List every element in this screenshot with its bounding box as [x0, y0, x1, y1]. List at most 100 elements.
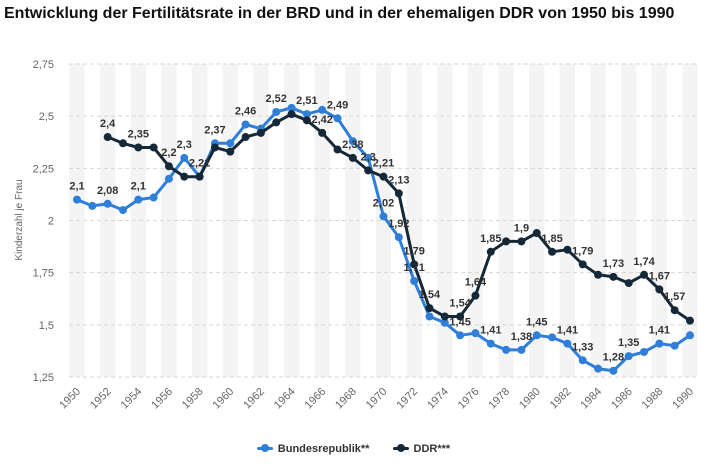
data-point[interactable]: [440, 318, 449, 327]
y-tick-label: 1,75: [33, 268, 54, 280]
data-point[interactable]: [318, 105, 327, 114]
data-point[interactable]: [486, 339, 495, 348]
data-point[interactable]: [578, 356, 587, 365]
data-point[interactable]: [456, 312, 465, 321]
data-point[interactable]: [333, 114, 342, 123]
data-point[interactable]: [256, 128, 265, 137]
data-point[interactable]: [164, 174, 173, 183]
data-point[interactable]: [241, 133, 250, 142]
data-label: 1,57: [664, 291, 685, 303]
data-point[interactable]: [103, 133, 112, 142]
data-point[interactable]: [226, 147, 235, 156]
y-tick-label: 1,5: [39, 320, 54, 332]
data-point[interactable]: [486, 247, 495, 256]
data-point[interactable]: [180, 153, 189, 162]
data-point[interactable]: [594, 364, 603, 373]
data-point[interactable]: [379, 212, 388, 221]
data-point[interactable]: [456, 331, 465, 340]
data-point[interactable]: [287, 110, 296, 119]
data-point[interactable]: [195, 172, 204, 181]
y-tick-label: 2,25: [33, 163, 54, 175]
data-point[interactable]: [272, 107, 281, 116]
series-lines: [73, 103, 694, 375]
data-point[interactable]: [103, 199, 112, 208]
data-point[interactable]: [517, 237, 526, 246]
data-point[interactable]: [609, 272, 618, 281]
data-point[interactable]: [502, 345, 511, 354]
data-point[interactable]: [226, 139, 235, 148]
data-point[interactable]: [563, 339, 572, 348]
data-label: 1,64: [465, 277, 487, 289]
data-point[interactable]: [517, 345, 526, 354]
data-point[interactable]: [149, 193, 158, 202]
data-point[interactable]: [670, 306, 679, 315]
data-point[interactable]: [686, 331, 694, 340]
data-point[interactable]: [640, 270, 649, 279]
column-band: [621, 64, 637, 377]
data-point[interactable]: [134, 195, 143, 204]
data-point[interactable]: [471, 291, 480, 300]
data-point[interactable]: [640, 347, 649, 356]
data-point[interactable]: [594, 270, 603, 279]
data-point[interactable]: [180, 172, 189, 181]
data-point[interactable]: [563, 245, 572, 254]
data-point[interactable]: [394, 233, 403, 242]
data-label: 1,41: [649, 325, 670, 337]
data-label: 1,85: [480, 233, 501, 245]
data-label: 1,28: [603, 352, 624, 364]
data-point[interactable]: [364, 153, 373, 162]
data-point[interactable]: [272, 118, 281, 127]
data-label: 1,79: [403, 245, 424, 257]
y-tick-label: 2,75: [33, 59, 54, 71]
data-point[interactable]: [624, 352, 633, 361]
x-tick-label: 1986: [609, 386, 635, 412]
data-point[interactable]: [333, 145, 342, 154]
data-point[interactable]: [502, 237, 511, 246]
data-point[interactable]: [410, 260, 419, 269]
legend-item-bundesrepublik[interactable]: Bundesrepublik**: [256, 443, 369, 455]
data-point[interactable]: [609, 366, 618, 375]
data-point[interactable]: [578, 260, 587, 269]
data-point[interactable]: [686, 316, 694, 325]
data-point[interactable]: [410, 277, 419, 286]
data-point[interactable]: [532, 331, 541, 340]
data-point[interactable]: [210, 143, 219, 152]
data-point[interactable]: [624, 279, 633, 288]
data-point[interactable]: [548, 333, 557, 342]
data-point[interactable]: [670, 341, 679, 350]
legend-item-ddr[interactable]: DDR***: [392, 443, 450, 455]
data-point[interactable]: [532, 229, 541, 238]
data-point[interactable]: [548, 247, 557, 256]
data-point[interactable]: [348, 137, 357, 146]
data-point[interactable]: [302, 110, 311, 119]
data-point[interactable]: [287, 103, 296, 112]
data-label: 2,35: [128, 128, 149, 140]
data-point[interactable]: [655, 285, 664, 294]
data-point[interactable]: [302, 116, 311, 125]
data-point[interactable]: [394, 189, 403, 198]
data-point[interactable]: [348, 153, 357, 162]
data-point[interactable]: [164, 162, 173, 171]
data-label: 1,54: [419, 289, 441, 301]
data-point[interactable]: [88, 201, 97, 210]
x-tick-label: 1954: [119, 386, 145, 412]
data-label: 2,51: [296, 95, 317, 107]
y-axis-label: Kinderzahl je Frau: [14, 179, 25, 260]
data-point[interactable]: [241, 120, 250, 129]
data-point[interactable]: [149, 143, 158, 152]
data-point[interactable]: [118, 206, 127, 215]
column-band: [529, 64, 545, 377]
data-point[interactable]: [318, 128, 327, 137]
data-point[interactable]: [118, 139, 127, 148]
data-point[interactable]: [364, 166, 373, 175]
data-point[interactable]: [73, 195, 81, 204]
data-labels: 2,1 2,08 2,1 2,3 2,37 2,46 2,52 2,51 2,49 2,02 1,9…: [69, 93, 685, 364]
data-label: 1,45: [526, 316, 547, 328]
data-point[interactable]: [425, 304, 434, 313]
data-point[interactable]: [440, 312, 449, 321]
data-point[interactable]: [471, 329, 480, 338]
data-point[interactable]: [425, 312, 434, 321]
data-point[interactable]: [379, 172, 388, 181]
data-point[interactable]: [134, 143, 143, 152]
data-point[interactable]: [655, 339, 664, 348]
